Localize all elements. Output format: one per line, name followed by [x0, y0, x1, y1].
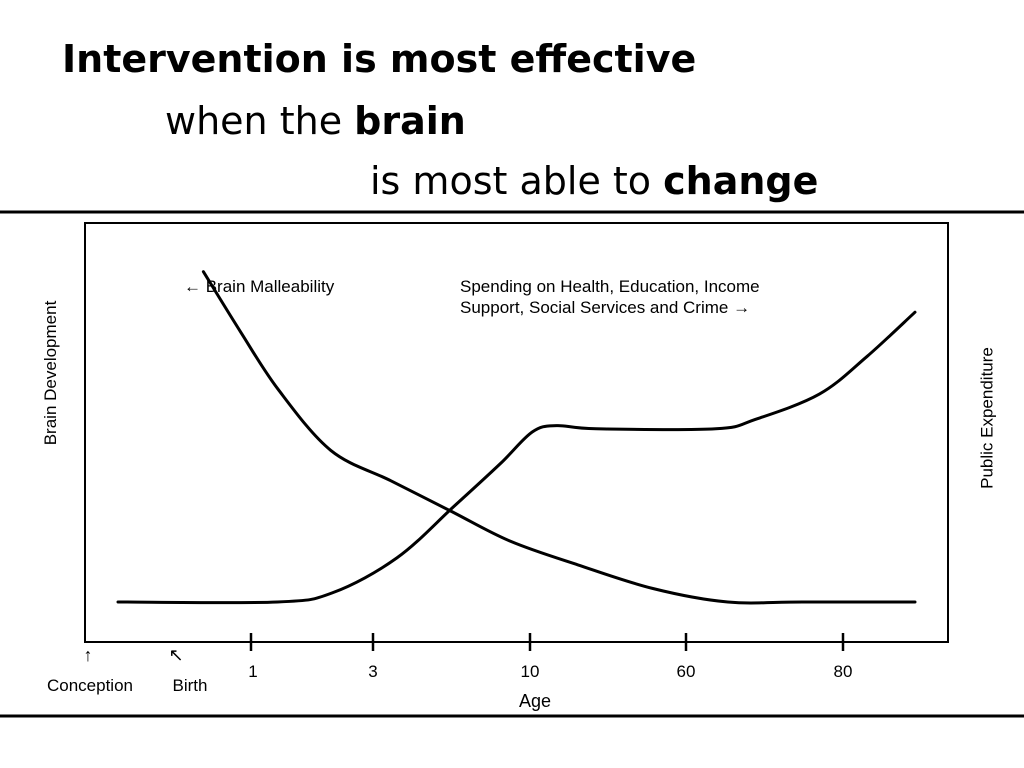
slide-title-line-3: is most able to change	[370, 162, 818, 200]
conception-label: Conception	[47, 676, 133, 695]
x-tick-label-80: 80	[834, 662, 853, 681]
birth-arrow-icon: ↖	[168, 645, 183, 665]
plot-layer	[116, 270, 917, 605]
spending-annotation-line-1: Spending on Health, Education, Income	[460, 277, 760, 296]
brain-malleability-annotation: ← Brain Malleability	[184, 277, 335, 296]
conception-arrow-icon: ↑	[84, 645, 93, 665]
x-axis: 1 3 10 60 80 ↑ Conception ↖ Birth	[47, 633, 948, 695]
spending-annotation-line-2: Support, Social Services and Crime →	[460, 298, 750, 317]
x-axis-label: Age	[519, 691, 551, 711]
title-text-2: when the	[165, 99, 355, 143]
x-tick-label-60: 60	[677, 662, 696, 681]
y-axis-left-label: Brain Development	[41, 300, 60, 445]
spending-line	[116, 310, 917, 605]
title-word-intervention: Intervention	[62, 37, 328, 81]
slide-title-line-1: Intervention is most effective	[62, 40, 696, 78]
title-word-change: change	[663, 159, 819, 203]
brain-malleability-line	[201, 270, 917, 605]
title-word-brain: brain	[354, 99, 466, 143]
annotation-layer: ← Brain Malleability Spending on Health, …	[184, 277, 760, 317]
x-tick-label-3: 3	[368, 662, 377, 681]
slide-title-line-2: when the brain	[165, 102, 466, 140]
x-tick-label-10: 10	[521, 662, 540, 681]
title-text-1: is most effective	[327, 37, 697, 81]
x-tick-label-1: 1	[248, 662, 257, 681]
birth-label: Birth	[173, 676, 208, 695]
y-axis-right-label: Public Expenditure	[977, 347, 996, 489]
title-text-3: is most able to	[370, 159, 664, 203]
